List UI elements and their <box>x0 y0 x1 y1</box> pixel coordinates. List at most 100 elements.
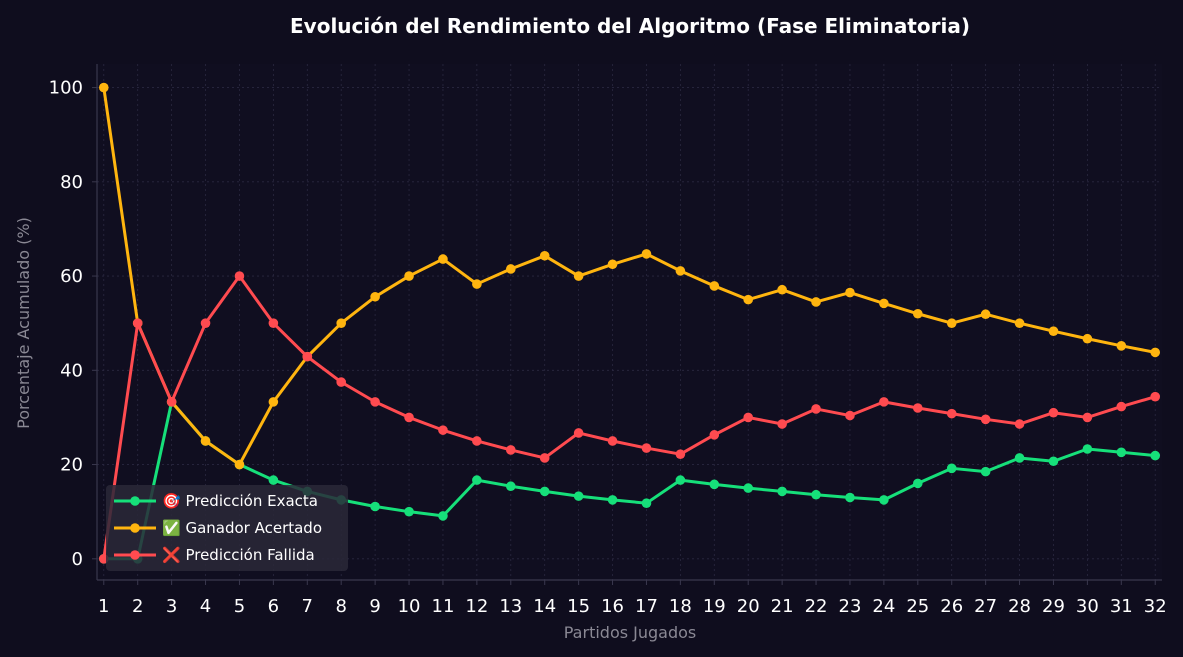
data-point <box>743 294 754 305</box>
data-point <box>1048 456 1059 467</box>
data-point <box>268 397 279 407</box>
data-point <box>607 259 618 270</box>
series-group <box>98 82 1161 564</box>
data-point <box>607 436 618 446</box>
data-point <box>980 414 991 425</box>
data-point <box>336 377 347 387</box>
data-point <box>472 436 482 446</box>
data-point <box>675 449 686 459</box>
data-point <box>1150 391 1161 402</box>
series-line <box>102 274 1157 561</box>
x-tick-label: 12 <box>465 596 488 617</box>
data-point <box>1082 444 1093 454</box>
x-tick-label: 8 <box>335 596 346 617</box>
x-tick-label: 27 <box>974 596 997 617</box>
data-point <box>980 466 991 477</box>
data-point <box>845 287 855 298</box>
data-point <box>879 397 889 407</box>
y-tick-label: 20 <box>60 455 83 476</box>
series-3 <box>98 271 1161 564</box>
x-tick-label: 9 <box>369 596 380 617</box>
data-point <box>777 419 787 429</box>
x-axis-label: Partidos Jugados <box>564 623 697 642</box>
data-point <box>845 410 855 421</box>
data-point <box>980 309 991 320</box>
data-point <box>675 266 686 276</box>
data-point <box>438 425 448 435</box>
data-point <box>946 318 957 328</box>
data-point <box>404 271 414 281</box>
x-axis-ticks: 1 2 3 4 5 6 7 8 9 10 11 12 13 14 15 16 17 18 19 20 21 22 23 24 2… <box>98 580 1167 617</box>
x-tick-label: 23 <box>839 596 862 617</box>
data-point <box>573 271 584 281</box>
data-point <box>675 475 686 485</box>
data-point <box>912 308 923 319</box>
data-point <box>1116 340 1127 351</box>
x-tick-label: 26 <box>940 596 963 617</box>
data-point <box>539 250 550 261</box>
x-tick-label: 2 <box>132 596 143 617</box>
data-point <box>132 318 143 328</box>
data-point <box>1082 333 1093 344</box>
data-point <box>438 254 448 264</box>
x-tick-label: 7 <box>302 596 313 617</box>
data-point <box>743 412 754 423</box>
data-point <box>946 408 957 419</box>
data-point <box>777 486 787 497</box>
x-tick-label: 17 <box>635 596 658 617</box>
legend-entry-2: ✅ Ganador Acertado <box>162 519 322 537</box>
data-point <box>234 271 245 281</box>
data-point <box>811 489 821 500</box>
x-tick-label: 30 <box>1076 596 1099 617</box>
data-point <box>1048 326 1059 336</box>
data-point <box>1014 318 1025 328</box>
x-tick-label: 5 <box>234 596 245 617</box>
y-tick-label: 40 <box>60 360 83 381</box>
data-point <box>1014 419 1025 429</box>
data-point <box>811 404 821 414</box>
y-tick-label: 0 <box>72 549 83 570</box>
data-point <box>811 297 821 307</box>
data-point <box>912 403 923 413</box>
data-point <box>641 498 652 508</box>
x-tick-label: 3 <box>166 596 177 617</box>
data-point <box>539 486 550 497</box>
x-tick-label: 14 <box>533 596 556 617</box>
data-point <box>539 453 550 463</box>
data-point <box>438 511 448 521</box>
data-point <box>1116 401 1127 412</box>
x-tick-label: 28 <box>1008 596 1031 617</box>
data-point <box>505 481 516 492</box>
data-point <box>472 475 482 485</box>
x-tick-label: 19 <box>703 596 726 617</box>
legend-entry-1: 🎯 Predicción Exacta <box>162 492 318 510</box>
data-point <box>709 281 720 291</box>
x-tick-label: 15 <box>567 596 590 617</box>
data-point <box>200 318 211 328</box>
data-point <box>912 478 923 489</box>
x-tick-label: 29 <box>1042 596 1065 617</box>
data-point <box>641 249 652 259</box>
data-point <box>98 82 109 93</box>
x-tick-label: 4 <box>200 596 211 617</box>
data-point <box>573 491 584 501</box>
data-point <box>166 397 177 407</box>
data-point <box>709 479 720 490</box>
x-tick-label: 24 <box>872 596 895 617</box>
data-point <box>370 291 380 302</box>
data-point <box>302 351 313 362</box>
x-tick-label: 1 <box>98 596 109 617</box>
data-point <box>370 397 380 407</box>
data-point <box>777 284 787 295</box>
data-point <box>641 443 652 453</box>
x-tick-label: 31 <box>1110 596 1133 617</box>
legend-marker <box>130 523 140 533</box>
data-point <box>1116 447 1127 458</box>
axes <box>96 64 1162 581</box>
x-tick-label: 10 <box>398 596 421 617</box>
x-tick-label: 11 <box>432 596 455 617</box>
data-point <box>1048 407 1059 418</box>
data-point <box>709 430 720 440</box>
x-tick-label: 25 <box>906 596 929 617</box>
data-point <box>879 495 889 505</box>
